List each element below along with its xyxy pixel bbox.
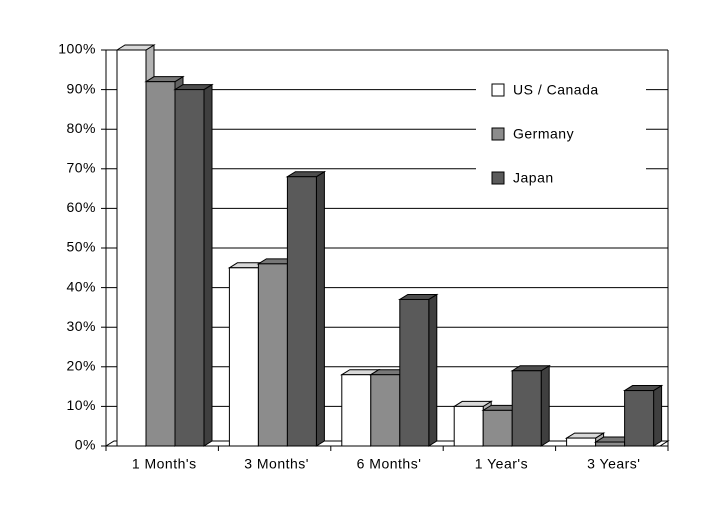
y-tick-label: 80% xyxy=(66,120,96,136)
y-tick-label: 10% xyxy=(66,397,96,413)
bar-side xyxy=(203,83,213,447)
y-tick-label: 20% xyxy=(66,358,96,374)
legend-swatch xyxy=(491,171,505,185)
y-tick-label: 40% xyxy=(66,278,96,294)
bar-side xyxy=(540,364,550,447)
x-tick-label: 1 Month's xyxy=(132,456,197,472)
bar xyxy=(370,374,401,447)
bar xyxy=(595,441,626,447)
bar-side xyxy=(653,384,663,447)
y-tick-label: 60% xyxy=(66,199,96,215)
bar xyxy=(228,267,259,447)
x-tick-label: 3 Years' xyxy=(587,456,640,472)
bar xyxy=(174,89,205,447)
y-tick-label: 90% xyxy=(66,80,96,96)
bar xyxy=(624,390,655,447)
bar-side xyxy=(428,293,438,447)
legend-label: US / Canada xyxy=(513,82,599,98)
y-tick-label: 0% xyxy=(75,437,96,453)
bar xyxy=(145,81,176,447)
bar xyxy=(566,437,597,447)
x-tick-label: 6 Months' xyxy=(357,456,422,472)
bar xyxy=(116,49,147,447)
bar xyxy=(341,374,372,447)
y-tick-label: 30% xyxy=(66,318,96,334)
legend-label: Germany xyxy=(513,126,574,142)
legend-swatch xyxy=(491,127,505,141)
bar xyxy=(257,263,288,447)
bar xyxy=(511,370,542,447)
bar xyxy=(453,405,484,447)
y-tick-label: 100% xyxy=(58,41,96,57)
bar xyxy=(286,176,317,447)
bar xyxy=(399,298,430,447)
legend-label: Japan xyxy=(513,170,554,186)
x-tick-label: 1 Year's xyxy=(475,456,528,472)
x-tick-label: 3 Months' xyxy=(244,456,309,472)
bar xyxy=(482,409,513,447)
y-tick-label: 50% xyxy=(66,239,96,255)
legend-swatch xyxy=(491,83,505,97)
bar-side xyxy=(315,170,325,447)
y-tick-label: 70% xyxy=(66,160,96,176)
